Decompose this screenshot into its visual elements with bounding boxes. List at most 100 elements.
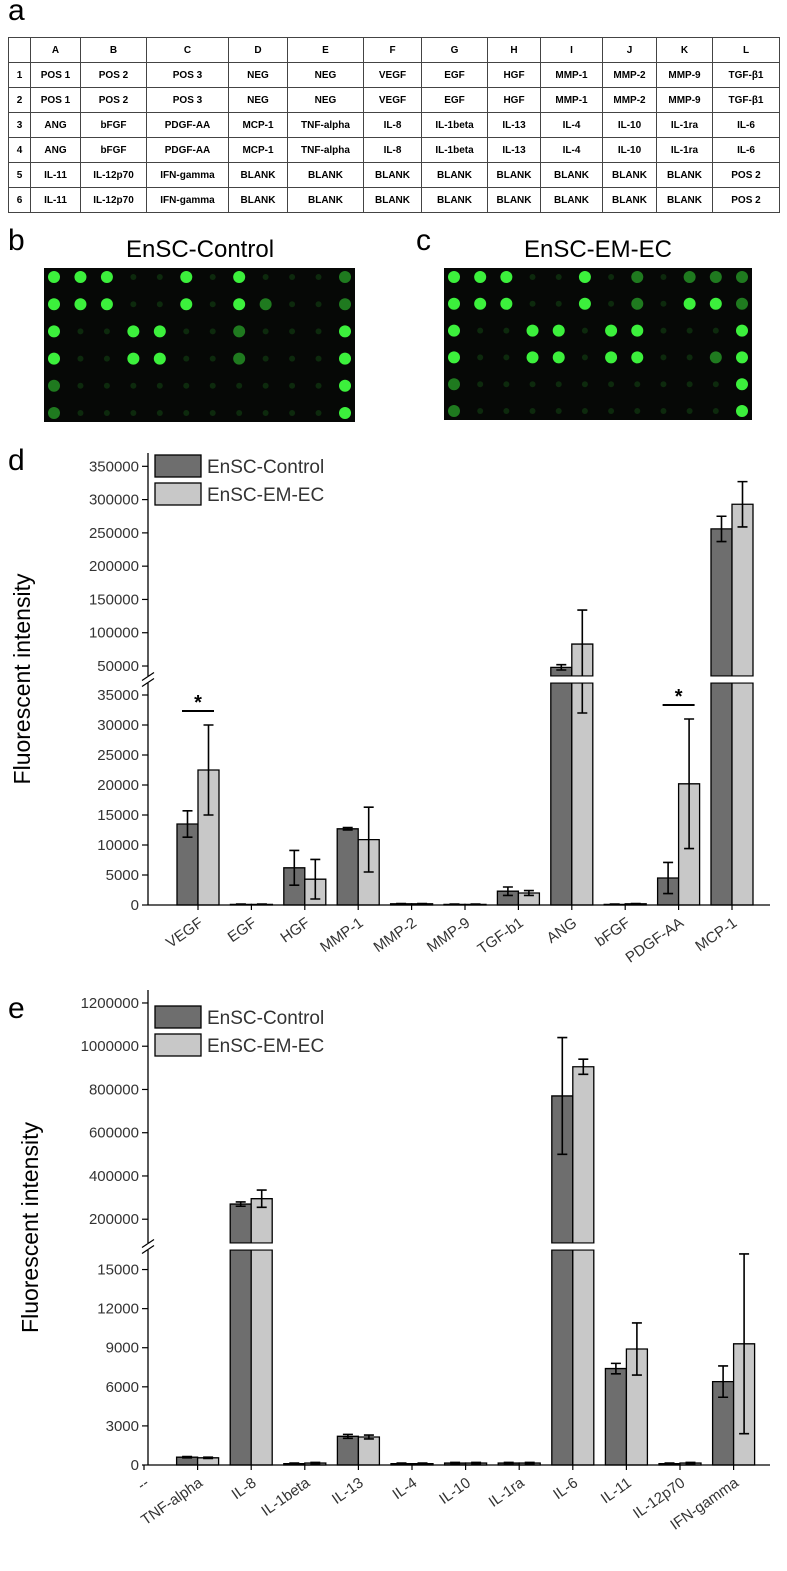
spot xyxy=(503,408,510,414)
error-bar xyxy=(342,826,353,831)
error-bar xyxy=(685,1461,696,1465)
spot xyxy=(631,324,644,337)
spot xyxy=(529,408,536,414)
error-bar xyxy=(342,1433,353,1440)
table-cell: POS 2 xyxy=(80,62,147,88)
spot xyxy=(103,355,110,362)
bar xyxy=(731,503,754,906)
spot xyxy=(660,354,667,361)
spot xyxy=(180,298,193,311)
error-bar xyxy=(310,858,321,900)
error-bar xyxy=(578,1058,589,1076)
spot xyxy=(156,382,163,389)
y-tick-label: 400000 xyxy=(89,1168,139,1185)
axis-break-gap xyxy=(149,676,771,683)
panel-label: b xyxy=(8,224,25,257)
legend-label: EnSC-Control xyxy=(207,457,324,478)
bar xyxy=(336,1435,360,1466)
table-cell: IL-11 xyxy=(30,187,81,213)
spot xyxy=(183,382,190,389)
spot xyxy=(48,325,60,338)
x-tick-label: EGF xyxy=(225,914,260,946)
spot xyxy=(448,271,460,283)
spot xyxy=(339,298,351,311)
spot xyxy=(477,408,484,414)
table-cell: POS 2 xyxy=(80,87,147,113)
error-bar xyxy=(289,1462,300,1466)
error-bar xyxy=(289,849,300,886)
spot xyxy=(233,352,246,365)
spot xyxy=(315,301,322,308)
spot xyxy=(289,410,296,416)
row-header: 5 xyxy=(8,162,31,188)
x-tick-label: IL-1ra xyxy=(486,1474,528,1511)
error-bar xyxy=(630,902,641,905)
array-image xyxy=(444,268,752,420)
spot xyxy=(608,274,615,280)
column-header: F xyxy=(363,37,422,63)
spot xyxy=(660,408,667,414)
bar xyxy=(250,1198,273,1466)
error-bar xyxy=(664,1462,675,1466)
spot xyxy=(209,328,216,335)
x-tick-label: IL-4 xyxy=(389,1474,420,1503)
y-axis-title: Fluorescent intensity xyxy=(17,1122,43,1333)
error-bar xyxy=(396,1462,407,1466)
bar xyxy=(604,1367,628,1466)
table-cell: BLANK xyxy=(363,162,422,188)
table-cell: NEG xyxy=(228,62,288,88)
table-cell: BLANK xyxy=(602,162,657,188)
spot xyxy=(103,382,110,389)
x-tick-label: MCP-1 xyxy=(692,914,740,955)
spot xyxy=(474,271,487,283)
error-bar xyxy=(631,1322,642,1376)
spot xyxy=(48,352,60,365)
x-tick-label: TGF-b1 xyxy=(475,914,527,958)
x-tick-label: bFGF xyxy=(592,914,633,950)
legend-label: EnSC-EM-EC xyxy=(207,485,324,506)
spot xyxy=(686,408,693,414)
table-cell: TGF-β1 xyxy=(712,62,780,88)
table-cell: ANG xyxy=(30,112,81,138)
bar xyxy=(357,1436,381,1466)
table-cell: MMP-1 xyxy=(540,87,603,113)
spot xyxy=(77,382,84,389)
array-image xyxy=(44,268,355,422)
column-header: E xyxy=(287,37,364,63)
x-tick-label: IL-13 xyxy=(329,1474,367,1508)
table-cell: IFN-gamma xyxy=(146,187,229,213)
table-cell: BLANK xyxy=(656,162,713,188)
spot xyxy=(500,271,513,283)
spot xyxy=(315,274,322,280)
array-map-table: A B C D E F G H I J K L 1 POS 1 POS 2 POS 3 NEG NEG VEGF EG… xyxy=(8,37,780,213)
error-bar xyxy=(396,902,407,905)
y-tick-label: 200000 xyxy=(89,1211,139,1228)
error-bar xyxy=(471,1461,482,1465)
spot xyxy=(555,408,562,414)
column-header: I xyxy=(540,37,603,63)
spot xyxy=(74,298,87,311)
table-cell: IFN-gamma xyxy=(146,162,229,188)
table-cell: BLANK xyxy=(602,187,657,213)
error-bar xyxy=(523,889,534,897)
table-cell: IL-1beta xyxy=(421,112,488,138)
spot xyxy=(289,355,296,362)
table-cell: NEG xyxy=(287,62,364,88)
column-header: G xyxy=(421,37,488,63)
column-header: B xyxy=(80,37,147,63)
table-cell: IL-6 xyxy=(712,137,780,163)
spot xyxy=(103,328,110,335)
spot xyxy=(209,382,216,389)
spot xyxy=(631,297,644,310)
spot xyxy=(686,381,693,388)
panel-label: e xyxy=(8,992,25,1025)
error-bar xyxy=(718,1365,729,1399)
spot xyxy=(660,381,667,388)
axis-break-mark xyxy=(141,1239,155,1254)
table-row: 1 POS 1 POS 2 POS 3 NEG NEG VEGF EGF HGF MMP-1 MMP… xyxy=(8,62,780,88)
spot xyxy=(130,410,137,416)
y-tick-label: 50000 xyxy=(97,658,139,675)
spot xyxy=(608,381,615,388)
error-bar xyxy=(310,1461,321,1465)
spot xyxy=(631,271,644,283)
